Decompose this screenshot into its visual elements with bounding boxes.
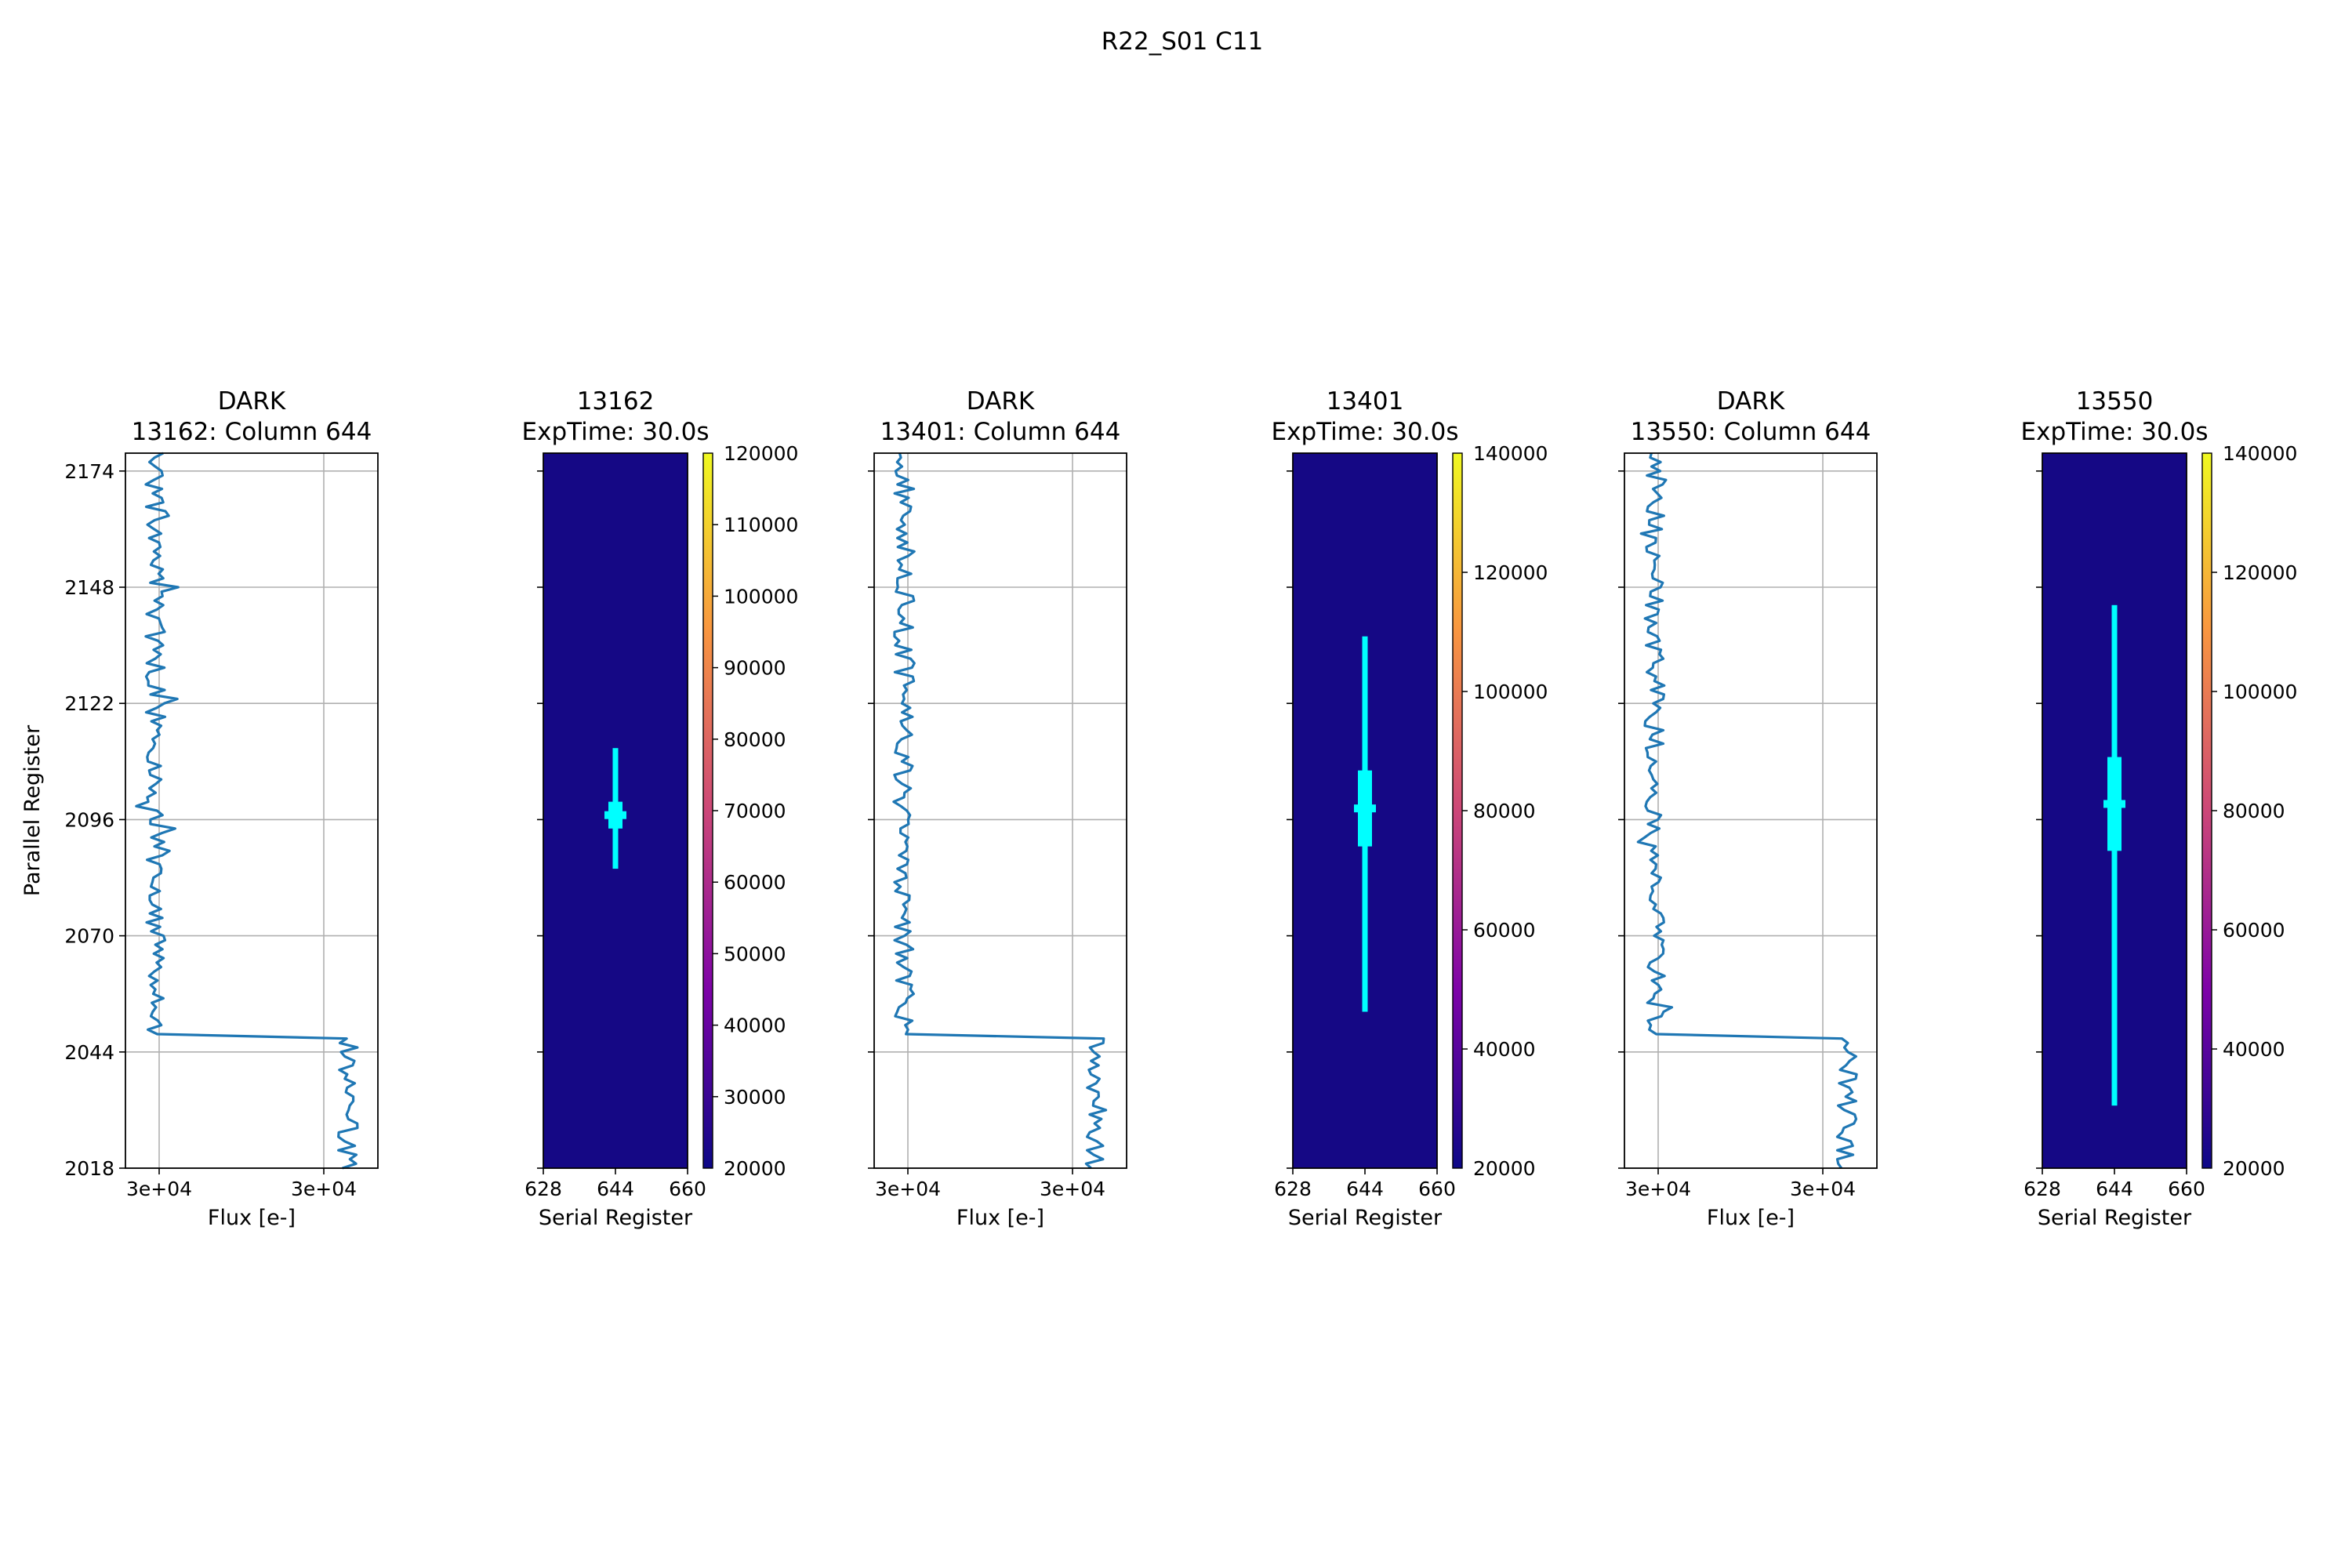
colorbar-tick-label: 80000 (724, 728, 786, 751)
series-line (1636, 452, 1858, 1169)
colorbar-tick-label: 60000 (724, 871, 786, 894)
x-axis-label: Serial Register (539, 1206, 693, 1230)
axes-frame (873, 452, 1127, 1169)
colorbar-tick-label: 100000 (2223, 681, 2297, 703)
y-axis-label: Parallel Register (20, 724, 45, 896)
subplot-title: DARK (967, 387, 1035, 416)
hot-pixel-center (1354, 804, 1376, 813)
colorbar-tick-label: 100000 (724, 585, 798, 608)
colorbar-tick-label: 80000 (2223, 800, 2285, 822)
colorbar-tick-label: 40000 (1473, 1038, 1536, 1061)
subplot-subtitle: ExpTime: 30.0s (2021, 418, 2209, 446)
colorbar-max-label: 140000 (1473, 442, 1548, 465)
x-tick-label: 3e+04 (1625, 1178, 1691, 1200)
colorbar-max-label: 140000 (2223, 442, 2297, 465)
x-axis-label: Flux [e-] (208, 1206, 296, 1230)
y-tick-label: 2148 (64, 576, 114, 599)
colorbar-tick-label: 70000 (724, 800, 786, 822)
colorbar-max-label: 120000 (724, 442, 798, 465)
x-tick-label: 644 (597, 1178, 634, 1200)
colorbar-min-label: 20000 (2223, 1157, 2285, 1180)
y-tick-label: 2070 (64, 925, 114, 948)
x-tick-label: 628 (2024, 1178, 2061, 1200)
colorbar-tick-label: 30000 (724, 1086, 786, 1109)
axes-frame (125, 452, 379, 1169)
hot-pixel-center (604, 811, 626, 819)
x-axis-label: Flux [e-] (956, 1206, 1044, 1230)
x-tick-label: 3e+04 (126, 1178, 192, 1200)
subplot-title: DARK (1717, 387, 1785, 416)
x-axis-label: Serial Register (1288, 1206, 1443, 1230)
colorbar-tick-label: 100000 (1473, 681, 1548, 703)
axes-frame (1624, 452, 1878, 1169)
subplot-title: 13162 (577, 387, 655, 416)
colorbar-tick-label: 60000 (1473, 919, 1536, 942)
subplot-title: 13401 (1327, 387, 1404, 416)
subplot-subtitle: ExpTime: 30.0s (522, 418, 710, 446)
series-line (135, 452, 359, 1170)
colorbar (702, 452, 713, 1169)
x-tick-label: 3e+04 (875, 1178, 941, 1200)
colorbar (2201, 452, 2212, 1169)
x-tick-label: 3e+04 (1790, 1178, 1856, 1200)
x-axis-label: Serial Register (2038, 1206, 2192, 1230)
y-tick-label: 2018 (64, 1157, 114, 1180)
subplot-title: DARK (218, 387, 286, 416)
colorbar-min-label: 20000 (1473, 1157, 1536, 1180)
x-tick-label: 644 (1346, 1178, 1384, 1200)
x-tick-label: 660 (2168, 1178, 2205, 1200)
x-tick-label: 628 (524, 1178, 562, 1200)
colorbar-tick-label: 120000 (2223, 561, 2297, 584)
colorbar-tick-label: 50000 (724, 942, 786, 965)
x-tick-label: 660 (669, 1178, 706, 1200)
x-tick-label: 644 (2096, 1178, 2133, 1200)
y-tick-label: 2174 (64, 460, 114, 483)
subplot-subtitle: 13162: Column 644 (132, 418, 372, 446)
subplot-title: 13550 (2076, 387, 2154, 416)
x-tick-label: 3e+04 (291, 1178, 357, 1200)
colorbar-tick-label: 40000 (2223, 1038, 2285, 1061)
subplot-subtitle: 13550: Column 644 (1631, 418, 1871, 446)
y-tick-label: 2122 (64, 692, 114, 715)
subplot-subtitle: ExpTime: 30.0s (1272, 418, 1459, 446)
y-tick-label: 2044 (64, 1041, 114, 1064)
x-tick-label: 3e+04 (1040, 1178, 1105, 1200)
colorbar-tick-label: 80000 (1473, 800, 1536, 822)
colorbar-tick-label: 60000 (2223, 919, 2285, 942)
hot-pixel-center (2103, 800, 2125, 808)
colorbar-tick-label: 110000 (724, 514, 798, 536)
x-tick-label: 628 (1274, 1178, 1312, 1200)
subplot-subtitle: 13401: Column 644 (880, 418, 1121, 446)
x-tick-label: 660 (1418, 1178, 1456, 1200)
series-line (892, 452, 1108, 1170)
y-tick-label: 2096 (64, 808, 114, 831)
colorbar-tick-label: 40000 (724, 1014, 786, 1037)
colorbar-min-label: 20000 (724, 1157, 786, 1180)
colorbar (1452, 452, 1463, 1169)
figure-title: R22_S01 C11 (1102, 27, 1264, 56)
colorbar-tick-label: 120000 (1473, 561, 1548, 584)
colorbar-tick-label: 90000 (724, 657, 786, 680)
x-axis-label: Flux [e-] (1707, 1206, 1795, 1230)
hot-column-streak (2111, 604, 2118, 1106)
